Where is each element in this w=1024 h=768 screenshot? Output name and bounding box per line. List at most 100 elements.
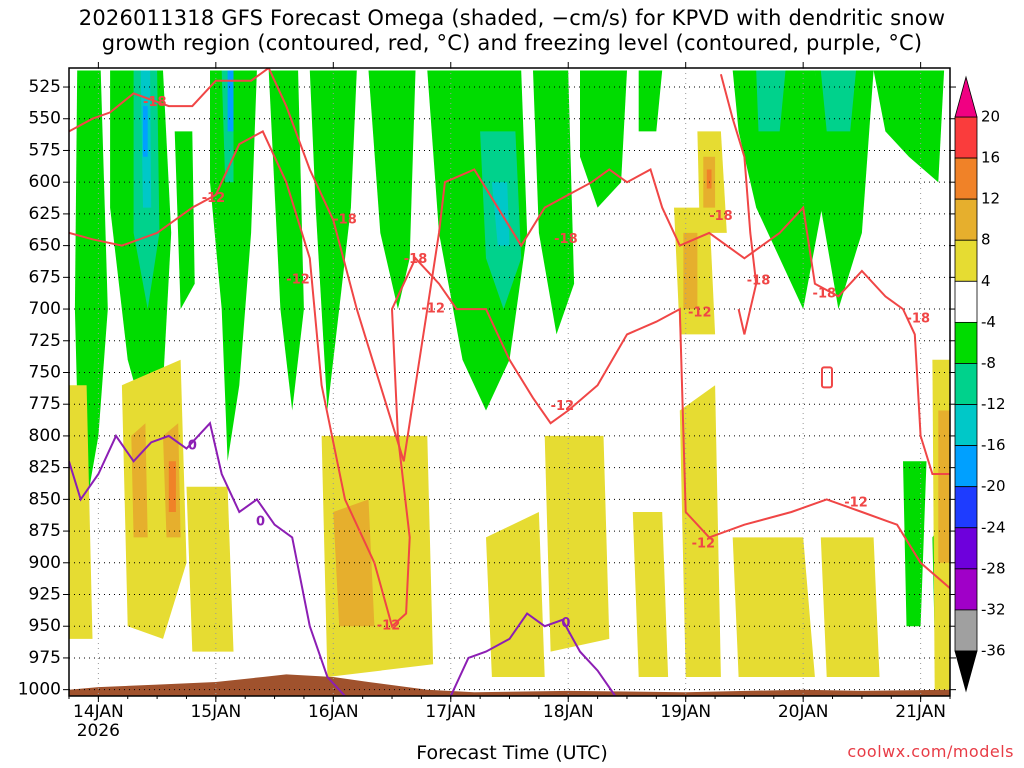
y-tick-label: 575 <box>29 140 61 160</box>
credit-link[interactable]: coolwx.com/models <box>847 742 1014 761</box>
omega-region <box>873 70 945 183</box>
freezing-level-contour <box>69 421 346 696</box>
x-tick-label: 20JAN <box>778 702 829 722</box>
contour-label: -18 <box>333 213 357 228</box>
plot-inner: -18 -12 -12 -12 -12 -12 -12 -12 -12 -18 -18 -18 -18 -… <box>69 68 950 696</box>
y-tick-label: 725 <box>29 331 61 351</box>
y-tick-label: 775 <box>29 394 61 414</box>
colorbar-bin <box>954 116 978 159</box>
contour-label: -18 <box>709 209 733 224</box>
y-tick-label: 625 <box>29 204 61 224</box>
axes: 525 550 575 600 625 650 675 700 725 750 775 800 825 8… <box>18 62 956 741</box>
colorbar-bin <box>954 363 978 405</box>
y-tick-label: 875 <box>29 521 61 541</box>
y-tick-label: 550 <box>29 109 61 129</box>
colorbar-label: -4 <box>981 313 996 331</box>
y-tick-label: 975 <box>29 648 61 668</box>
y-tick-label: 675 <box>29 267 61 287</box>
isotherm-contour <box>719 74 758 335</box>
colorbar-bin <box>954 568 978 611</box>
colorbar-overflow-high <box>954 75 978 118</box>
y-tick-label: 600 <box>29 172 61 192</box>
colorbar-bin <box>954 280 978 323</box>
contour-label: -18 <box>813 286 837 301</box>
chart-title-line-2: growth region (contoured, red, °C) and f… <box>101 31 923 55</box>
omega-region <box>544 435 610 652</box>
colorbar-label: 12 <box>981 190 1000 208</box>
x-tick-label: 18JAN <box>543 702 594 722</box>
y-tick-label: 525 <box>29 77 61 97</box>
y-tick-label: 950 <box>29 616 61 636</box>
omega-region <box>131 423 148 538</box>
chart-title-line-1: 2026011318 GFS Forecast Omega (shaded, −… <box>78 6 946 30</box>
contour-label: -12 <box>844 496 868 511</box>
colorbar-label: 20 <box>981 108 1000 126</box>
colorbar-bin <box>954 321 978 364</box>
colorbar-label: -36 <box>981 642 1006 660</box>
contour-label: -12 <box>692 536 716 551</box>
omega-region <box>638 70 663 132</box>
freezing-level-contour <box>449 612 617 696</box>
colorbar-bin <box>954 239 978 282</box>
colorbar-label: -16 <box>981 436 1006 454</box>
x-tick-label: 19JAN <box>660 702 711 722</box>
omega-region <box>632 512 669 677</box>
colorbar-underflow-low <box>954 650 978 693</box>
x-axis-title: Forecast Time (UTC) <box>416 742 608 764</box>
colorbar-label: -24 <box>981 518 1006 536</box>
omega-region <box>903 461 927 627</box>
colorbar-bin <box>954 198 978 241</box>
omega-region <box>143 106 148 157</box>
colorbar-label: 8 <box>981 231 991 249</box>
y-tick-label: 850 <box>29 489 61 509</box>
colorbar-label: -8 <box>981 354 996 372</box>
contour-label: -18 <box>554 232 578 247</box>
x-tick-label: 21JAN <box>895 702 946 722</box>
omega-region <box>820 70 856 132</box>
omega-region <box>309 70 357 411</box>
omega-region <box>679 385 721 677</box>
omega-region <box>820 537 880 677</box>
contour-label: -12 <box>202 191 226 206</box>
omega-region <box>174 131 195 310</box>
isotherm-contour <box>267 68 950 475</box>
contour-label: -18 <box>143 95 167 110</box>
terrain <box>69 674 950 696</box>
contour-label: -18 <box>404 252 428 267</box>
plot-area: -18 -12 -12 -12 -12 -12 -12 -12 -12 -18 -18 -18 -18 -… <box>69 68 950 696</box>
colorbar-label: -28 <box>981 559 1006 577</box>
y-tick-label: 750 <box>29 362 61 382</box>
omega-region <box>683 232 698 310</box>
x-tick-label: 17JAN <box>425 702 476 722</box>
x-tick-label: 14JAN <box>73 702 124 722</box>
omega-region <box>732 537 815 677</box>
colorbar-bin <box>954 404 978 447</box>
omega-region <box>227 70 234 132</box>
contour-label: -12 <box>421 302 445 317</box>
colorbar-label: 16 <box>981 149 1000 167</box>
contour-label: -12 <box>377 619 401 634</box>
y-tick-label: 800 <box>29 426 61 446</box>
contour-label: 0 <box>188 439 197 454</box>
contour-label: -18 <box>907 312 931 327</box>
omega-region <box>486 512 545 677</box>
colorbar-label: 4 <box>981 272 991 290</box>
colorbar-bin <box>954 157 978 200</box>
y-tick-label: 925 <box>29 585 61 605</box>
colorbar-label: -12 <box>981 395 1006 413</box>
contour-label: -12 <box>286 272 310 287</box>
x-tick-label: 15JAN <box>190 702 241 722</box>
omega-region <box>938 410 950 563</box>
contour-label: 0 <box>256 515 265 530</box>
y-tick-label: 900 <box>29 553 61 573</box>
omega-region <box>210 70 257 462</box>
omega-region <box>268 70 304 411</box>
contour-label: -12 <box>688 305 712 320</box>
colorbar-bin <box>954 445 978 488</box>
omega-region <box>732 70 827 310</box>
omega-region <box>168 461 176 512</box>
isotherm-contour <box>69 68 270 133</box>
contour-label: -18 <box>747 274 771 289</box>
omega-region <box>69 385 93 639</box>
omega-region <box>368 70 416 310</box>
